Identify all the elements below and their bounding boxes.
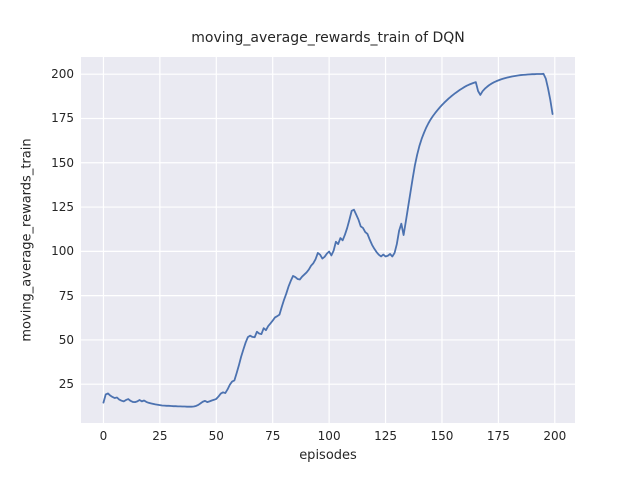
x-tick-label: 100	[317, 429, 341, 443]
plot-canvas	[81, 57, 575, 423]
y-tick-label: 50	[58, 332, 74, 347]
x-tick-label: 25	[152, 429, 168, 443]
x-tick-label: 125	[374, 429, 397, 443]
x-tick-label: 175	[486, 429, 510, 443]
plot-area	[81, 57, 575, 423]
x-tick-label: 150	[430, 429, 454, 443]
x-tick-label: 200	[543, 429, 567, 443]
x-axis-label: episodes	[299, 448, 357, 463]
y-tick-label: 100	[51, 244, 74, 259]
y-tick-label: 175	[51, 111, 74, 126]
y-tick-label: 25	[58, 377, 74, 392]
y-tick-label: 125	[51, 200, 74, 215]
y-tick-label: 75	[58, 288, 74, 303]
chart-title: moving_average_rewards_train of DQN	[191, 30, 465, 46]
y-tick-label: 200	[51, 67, 74, 82]
y-axis-label: moving_average_rewards_train	[19, 138, 35, 342]
line-series	[102, 72, 554, 408]
x-tick-label: 50	[208, 429, 224, 443]
y-tick-label: 150	[51, 155, 74, 170]
x-tick-label: 75	[265, 429, 281, 443]
x-tick-label: 0	[99, 429, 108, 443]
